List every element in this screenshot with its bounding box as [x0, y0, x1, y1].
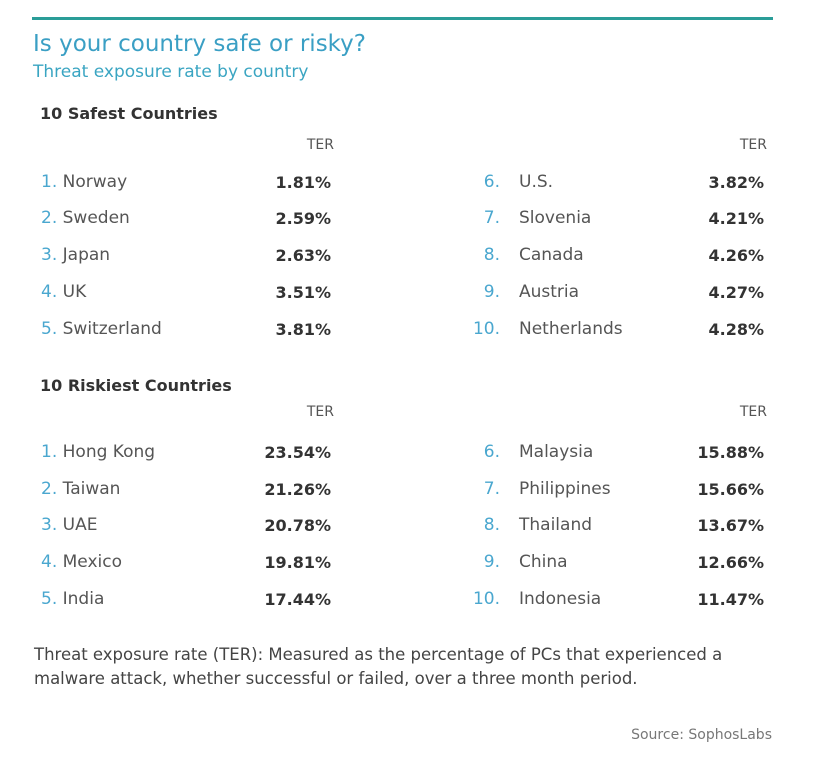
safest-ter-header-left: TER — [306, 137, 334, 153]
ter-definition-note: Threat exposure rate (TER): Measured as … — [34, 645, 723, 688]
top-rule — [32, 17, 773, 20]
rank: 1. — [41, 442, 58, 462]
safest-rank-10: 10. — [472, 319, 500, 339]
safest-ter-value-1: 1.81% — [275, 173, 331, 192]
riskiest-rank-6: 6. — [483, 442, 500, 462]
riskiest-ter-value-7: 15.66% — [697, 480, 764, 499]
safest-ter-value-2: 2.59% — [275, 209, 331, 228]
safest-country-9: Austria — [519, 282, 580, 302]
rank: 3. — [41, 245, 58, 265]
rank: 5. — [41, 589, 58, 609]
safest-rank-8: 8. — [483, 245, 500, 265]
page-subtitle: Threat exposure rate by country — [33, 62, 309, 82]
country-name: Norway — [62, 172, 128, 192]
country-name: Taiwan — [62, 479, 121, 499]
safest-country-4: 4. UK — [41, 282, 86, 302]
riskiest-ter-value-3: 20.78% — [264, 516, 331, 535]
riskiest-rank-10: 10. — [472, 589, 500, 609]
safest-country-3: 3. Japan — [41, 245, 110, 265]
safest-ter-value-9: 4.27% — [708, 283, 764, 302]
safest-country-2: 2. Sweden — [41, 208, 130, 228]
safest-rank-9: 9. — [483, 282, 500, 302]
riskiest-ter-value-1: 23.54% — [264, 443, 331, 462]
safest-country-7: Slovenia — [519, 208, 592, 228]
safest-ter-value-6: 3.82% — [708, 173, 764, 192]
riskiest-rank-7: 7. — [483, 479, 500, 499]
safest-heading: 10 Safest Countries — [40, 104, 218, 123]
safest-ter-value-5: 3.81% — [275, 320, 331, 339]
riskiest-country-6: Malaysia — [519, 442, 594, 462]
country-name: UAE — [62, 515, 98, 535]
riskiest-country-3: 3. UAE — [41, 515, 97, 535]
rank: 2. — [41, 208, 58, 228]
rank: 1. — [41, 172, 58, 192]
country-name: UK — [62, 282, 87, 302]
riskiest-ter-value-9: 12.66% — [697, 553, 764, 572]
riskiest-ter-value-6: 15.88% — [697, 443, 764, 462]
riskiest-country-4: 4. Mexico — [41, 552, 122, 572]
riskiest-country-2: 2. Taiwan — [41, 479, 120, 499]
rank: 2. — [41, 479, 58, 499]
safest-country-5: 5. Switzerland — [41, 319, 162, 339]
rank: 4. — [41, 552, 58, 572]
riskiest-country-1: 1. Hong Kong — [41, 442, 155, 462]
country-name: Sweden — [62, 208, 130, 228]
riskiest-country-10: Indonesia — [519, 589, 602, 609]
country-name: Japan — [62, 245, 111, 265]
safest-ter-header-right: TER — [739, 137, 767, 153]
safest-rank-6: 6. — [483, 172, 500, 192]
riskiest-ter-value-5: 17.44% — [264, 590, 331, 609]
riskiest-country-7: Philippines — [519, 479, 611, 499]
safest-country-10: Netherlands — [519, 319, 623, 339]
safest-ter-value-4: 3.51% — [275, 283, 331, 302]
riskiest-ter-value-10: 11.47% — [697, 590, 764, 609]
rank: 5. — [41, 319, 58, 339]
rank: 3. — [41, 515, 58, 535]
country-name: Switzerland — [62, 319, 162, 339]
riskiest-ter-header-left: TER — [306, 404, 334, 420]
riskiest-country-9: China — [519, 552, 568, 572]
riskiest-ter-value-2: 21.26% — [264, 480, 331, 499]
riskiest-ter-value-8: 13.67% — [697, 516, 764, 535]
country-name: India — [62, 589, 105, 609]
riskiest-rank-8: 8. — [483, 515, 500, 535]
riskiest-ter-header-right: TER — [739, 404, 767, 420]
riskiest-country-8: Thailand — [519, 515, 593, 535]
country-name: Mexico — [62, 552, 122, 572]
country-name: Hong Kong — [62, 442, 156, 462]
rank: 4. — [41, 282, 58, 302]
safest-ter-value-3: 2.63% — [275, 246, 331, 265]
safest-ter-value-10: 4.28% — [708, 320, 764, 339]
source-credit: Source: SophosLabs — [631, 727, 772, 743]
riskiest-ter-value-4: 19.81% — [264, 553, 331, 572]
riskiest-heading: 10 Riskiest Countries — [40, 376, 232, 395]
safest-country-1: 1. Norway — [41, 172, 127, 192]
safest-ter-value-7: 4.21% — [708, 209, 764, 228]
riskiest-rank-9: 9. — [483, 552, 500, 572]
safest-rank-7: 7. — [483, 208, 500, 228]
safest-country-8: Canada — [519, 245, 584, 265]
safest-ter-value-8: 4.26% — [708, 246, 764, 265]
safest-country-6: U.S. — [519, 172, 554, 192]
page-title: Is your country safe or risky? — [33, 31, 366, 57]
riskiest-country-5: 5. India — [41, 589, 104, 609]
